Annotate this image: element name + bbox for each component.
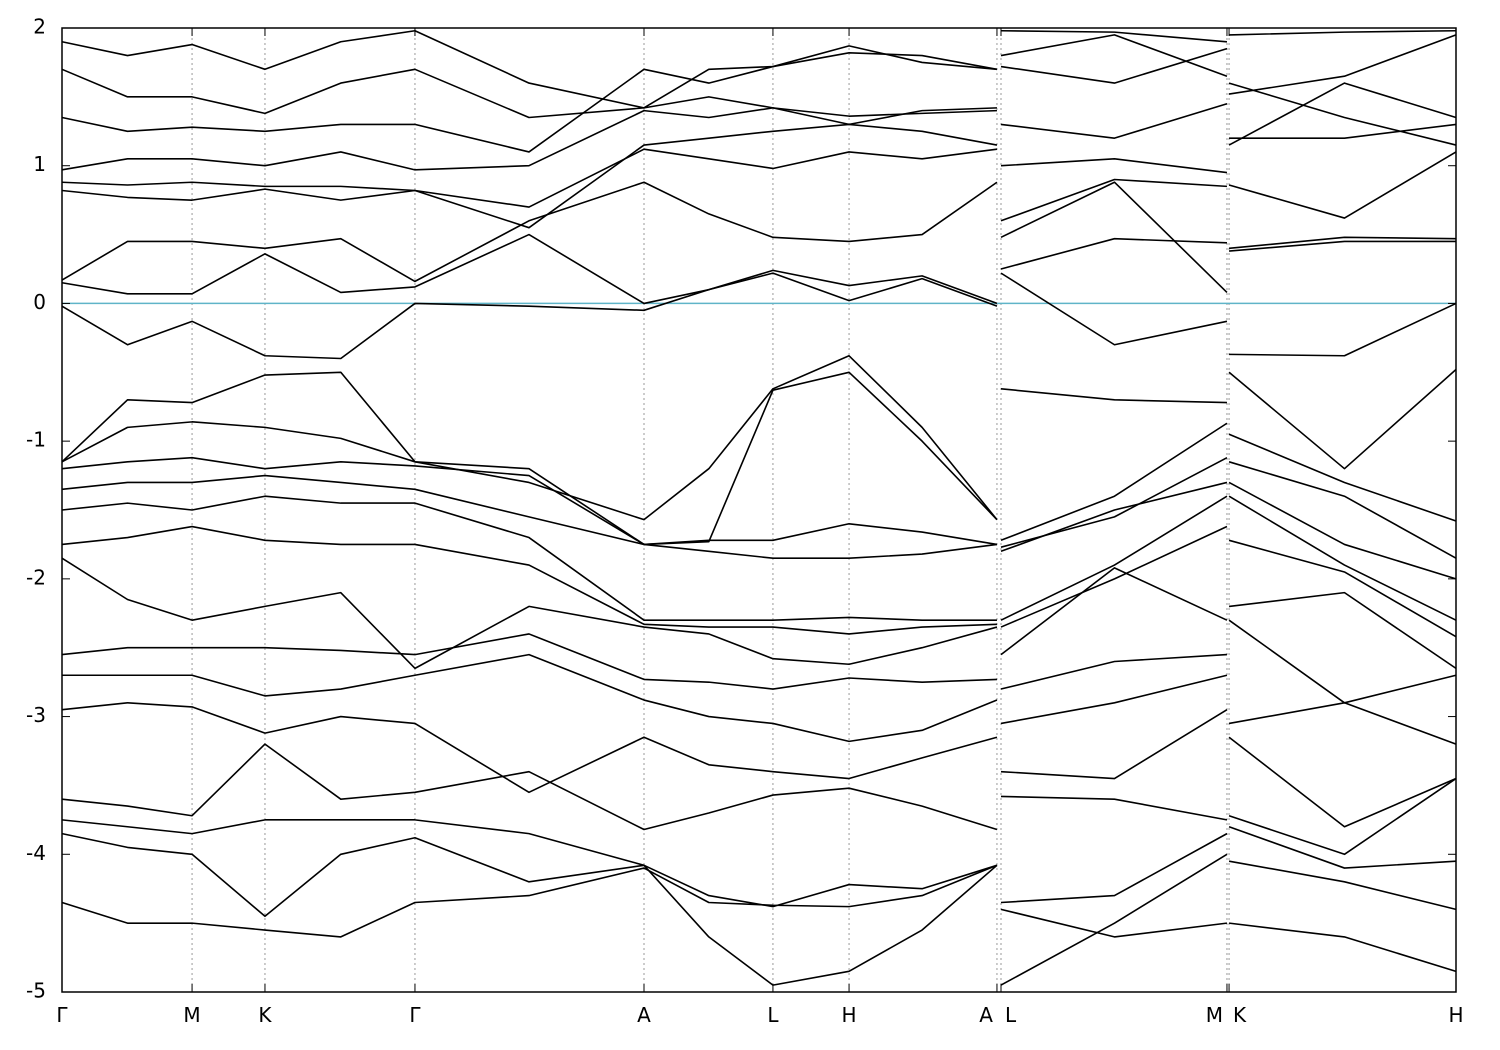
x-tick-label: M (183, 1003, 200, 1027)
x-tick-label: L (1005, 1003, 1017, 1027)
plot-frame (61, 27, 1457, 993)
x-tick-label: A (979, 1003, 993, 1027)
band-line (61, 371, 1457, 546)
band-line (61, 34, 1457, 146)
band-line (61, 474, 1457, 580)
y-tick-label: 2 (33, 15, 46, 39)
x-tick-label: Γ (409, 1003, 421, 1027)
bands-layer (61, 29, 1457, 986)
y-tick-label: 1 (33, 152, 46, 176)
band-line (61, 29, 1457, 109)
y-tick-label: -5 (26, 979, 46, 1003)
y-tick-label: -2 (26, 565, 46, 589)
x-tick-label: K (1233, 1003, 1247, 1027)
x-tick-label: A (637, 1003, 651, 1027)
y-tick-label: 0 (33, 290, 46, 314)
x-tick-label: K (258, 1003, 272, 1027)
band-line (61, 525, 1457, 638)
x-tick-label: H (1448, 1003, 1463, 1027)
x-tick-label: L (767, 1003, 779, 1027)
band-line (61, 233, 1456, 305)
band-line (61, 702, 1457, 828)
band-line (61, 743, 1457, 856)
band-line (61, 82, 1457, 171)
band-line (61, 832, 1457, 986)
band-line (61, 34, 1457, 153)
x-tick-label: Γ (56, 1003, 68, 1027)
y-tick-label: -4 (26, 841, 46, 865)
band-line (61, 272, 1457, 360)
y-tick-label: -1 (26, 428, 46, 452)
band-line (61, 354, 1457, 521)
band-line (61, 495, 1457, 621)
band-line (61, 181, 1457, 293)
band-line (61, 557, 1457, 670)
band-line (61, 864, 1457, 973)
band-line (62, 653, 1457, 745)
y-tick-label: -3 (26, 703, 46, 727)
band-line (61, 819, 1457, 908)
x-tick-label: M (1206, 1003, 1223, 1027)
x-tick-label: H (842, 1003, 857, 1027)
band-line (61, 148, 1457, 222)
